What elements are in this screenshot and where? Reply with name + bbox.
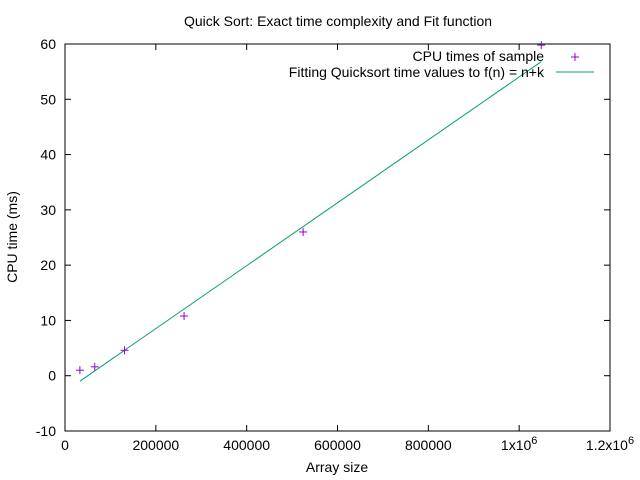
- x-tick-label-exponent: 6: [628, 435, 634, 447]
- x-tick-label: 1.2x106: [586, 435, 634, 453]
- legend-label-fit: Fitting Quicksort time values to f(n) = …: [289, 64, 545, 80]
- y-tick-label: 40: [40, 147, 56, 163]
- chart-title: Quick Sort: Exact time complexity and Fi…: [184, 13, 492, 29]
- x-tick-label-exponent: 6: [531, 435, 537, 447]
- x-tick-label-base: 600000: [314, 437, 361, 453]
- sample-points-layer: [75, 41, 546, 375]
- y-tick-label: 10: [40, 312, 56, 328]
- x-tick-label: 400000: [223, 437, 270, 453]
- x-tick-label-base: 1.2x10: [586, 437, 628, 453]
- sample-point: [90, 362, 99, 371]
- x-tick-label: 600000: [314, 437, 361, 453]
- y-axis-label: CPU time (ms): [4, 191, 20, 283]
- axis-ticks: -10 0 10 20 30 40 50 60 0 200000 400000 600000 80000…: [36, 36, 634, 453]
- x-tick-label-base: 400000: [223, 437, 270, 453]
- sample-point: [120, 346, 129, 355]
- x-tick-label-base: 800000: [405, 437, 452, 453]
- x-tick-label-base: 1x10: [501, 437, 532, 453]
- x-tick-label: 1x106: [501, 435, 537, 453]
- y-tick-label: 30: [40, 202, 56, 218]
- sample-point: [180, 312, 189, 321]
- y-tick-label: -10: [36, 423, 56, 439]
- x-tick-label: 0: [61, 437, 69, 453]
- x-tick-label: 800000: [405, 437, 452, 453]
- y-tick-label: 20: [40, 257, 56, 273]
- x-tick-label-base: 200000: [132, 437, 179, 453]
- sample-point: [75, 366, 84, 375]
- fit-line: [79, 61, 542, 382]
- sample-point: [299, 227, 308, 236]
- legend-marker-samples: [571, 53, 579, 61]
- y-tick-label: 60: [40, 36, 56, 52]
- x-tick-label-base: 0: [61, 437, 69, 453]
- legend-label-samples: CPU times of sample: [413, 48, 545, 64]
- x-axis-label: Array size: [306, 459, 368, 475]
- fit-line-layer: [79, 61, 542, 382]
- plot-frame: [64, 43, 611, 432]
- y-tick-label: 0: [48, 368, 56, 384]
- y-tick-label: 50: [40, 91, 56, 107]
- sample-point: [537, 41, 546, 50]
- x-tick-label: 200000: [132, 437, 179, 453]
